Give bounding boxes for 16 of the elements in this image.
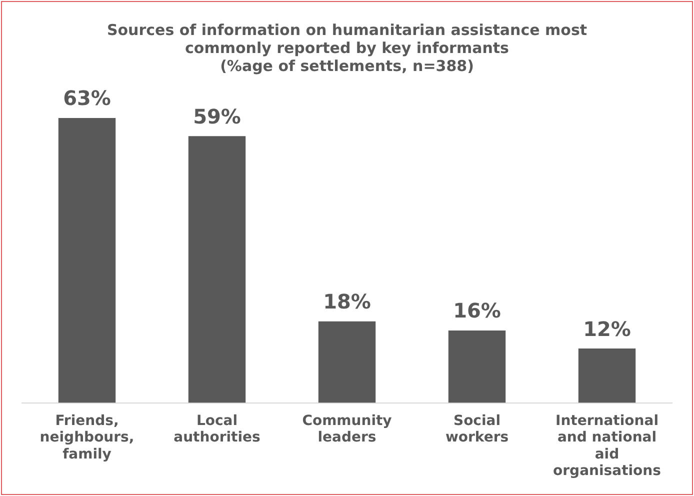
x-tick-label: Friends, neighbours, family [40, 412, 134, 462]
bar [188, 136, 246, 403]
data-label: 12% [583, 316, 631, 341]
data-label: 18% [323, 290, 371, 314]
x-tick-label: Community leaders [302, 412, 392, 446]
bar [578, 348, 636, 403]
data-label: 16% [453, 298, 501, 323]
x-tick-label: Social workers [445, 412, 509, 446]
x-tick-label: International and national aid organisations [553, 412, 661, 480]
chart-title: Sources of information on humanitarian assistance most commonly reported by key informants (%age of settlements, n=388) [106, 20, 588, 75]
bar [318, 321, 376, 403]
bar [58, 118, 116, 403]
x-tick-label: Local authorities [174, 412, 260, 446]
data-label: 63% [63, 86, 111, 110]
data-label: 59% [193, 104, 241, 128]
bar [448, 330, 506, 403]
